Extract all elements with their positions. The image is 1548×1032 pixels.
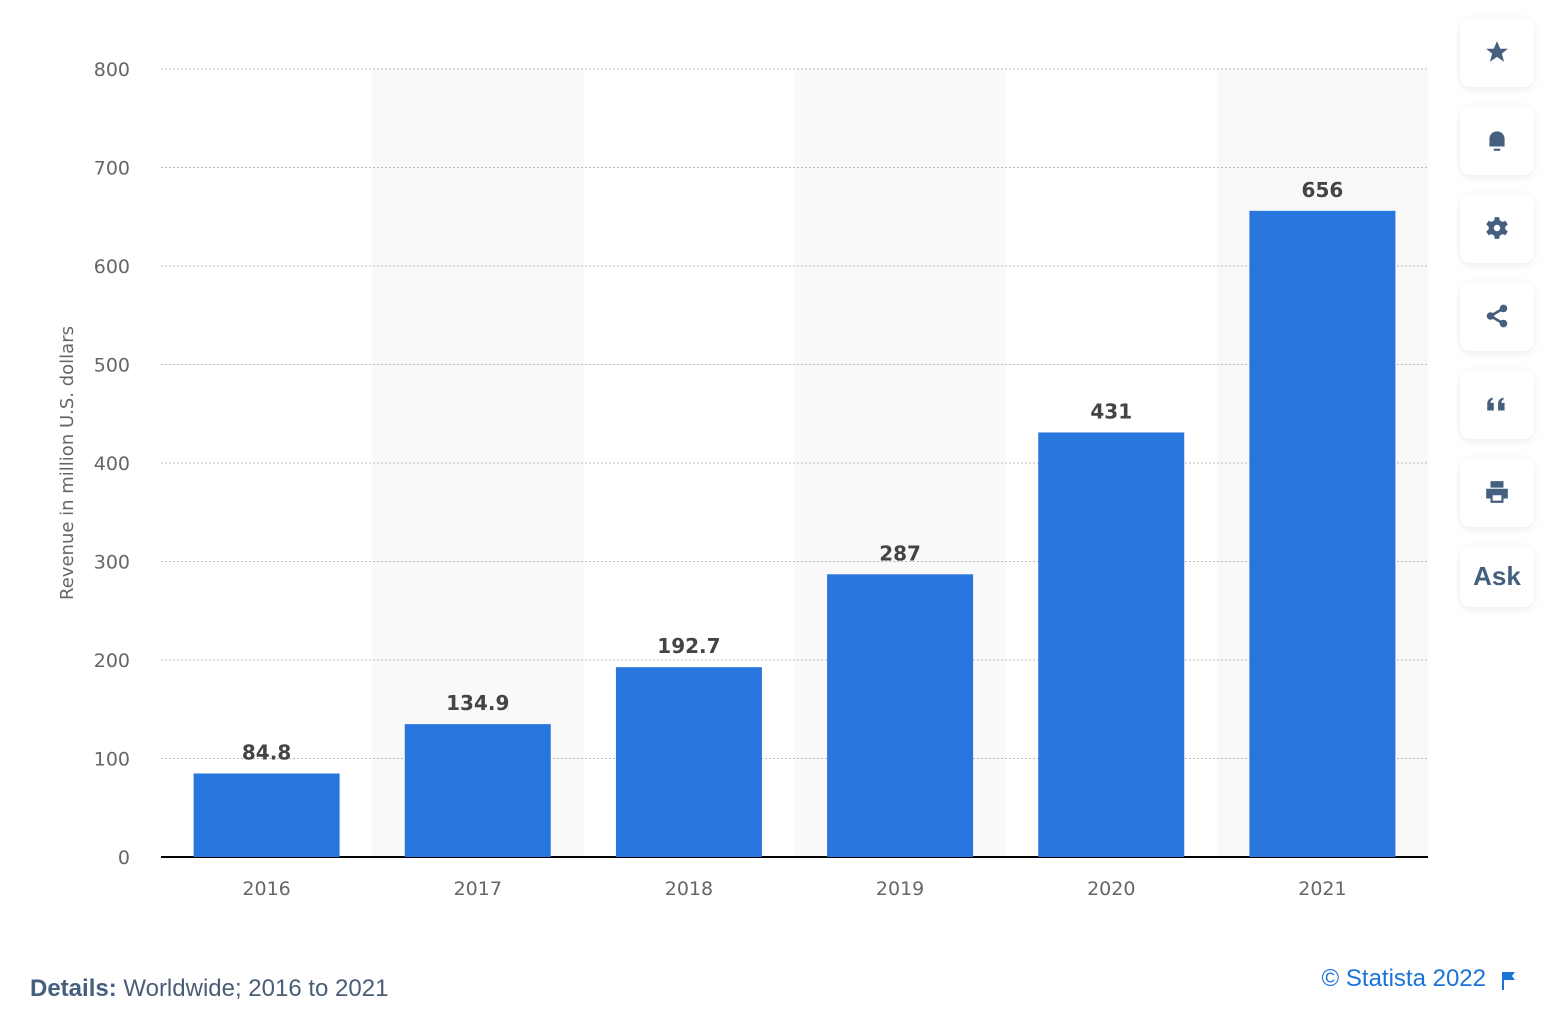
- cite-button[interactable]: [1460, 369, 1534, 439]
- data-label: 192.7: [657, 634, 720, 658]
- x-tick-label: 2019: [876, 878, 924, 900]
- x-tick-label: 2021: [1298, 878, 1346, 900]
- print-icon: [1486, 481, 1508, 503]
- bar-2017: [404, 724, 551, 857]
- data-label: 84.8: [242, 740, 291, 764]
- y-tick-label: 400: [94, 453, 130, 475]
- quote-icon: [1487, 397, 1505, 411]
- x-tick-label: 2016: [242, 878, 290, 900]
- bar-chart: 0 100 200 300 400 500 600 700 800 84.8 2016 134.9 20…: [57, 59, 1428, 900]
- x-tick-label: 2020: [1087, 878, 1135, 900]
- y-tick-label: 100: [94, 749, 130, 771]
- bar-2020: [1038, 432, 1185, 857]
- ask-button[interactable]: Ask: [1460, 545, 1534, 607]
- star-icon: [1486, 41, 1508, 62]
- y-tick-label: 800: [94, 59, 130, 81]
- data-label: 431: [1090, 399, 1132, 423]
- data-label: 656: [1302, 178, 1344, 202]
- favorite-button[interactable]: [1460, 17, 1534, 87]
- flag-icon[interactable]: [1500, 970, 1518, 992]
- y-axis-label: Revenue in million U.S. dollars: [57, 326, 78, 600]
- data-label: 134.9: [446, 691, 509, 715]
- y-tick-label: 0: [118, 847, 130, 869]
- share-button[interactable]: [1460, 281, 1534, 351]
- bar-2018: [615, 667, 762, 857]
- y-tick-label: 200: [94, 650, 130, 672]
- details-text: Details: Worldwide; 2016 to 2021: [30, 975, 388, 1003]
- bar-2016: [193, 773, 340, 857]
- y-tick-label: 700: [94, 158, 130, 180]
- statista-credit-link[interactable]: © Statista 2022: [1321, 965, 1486, 992]
- y-tick-label: 500: [94, 355, 130, 377]
- bar-2021: [1249, 210, 1396, 858]
- y-tick-label: 600: [94, 256, 130, 278]
- data-label: 287: [879, 541, 921, 565]
- x-tick-label: 2018: [665, 878, 713, 900]
- print-button[interactable]: [1460, 457, 1534, 527]
- gear-icon: [1486, 217, 1508, 239]
- settings-button[interactable]: [1460, 193, 1534, 263]
- bar-2019: [827, 574, 974, 857]
- notification-button[interactable]: [1460, 105, 1534, 175]
- ask-label: Ask: [1473, 560, 1521, 591]
- details-value: Worldwide; 2016 to 2021: [123, 975, 389, 1002]
- x-tick-label: 2017: [454, 878, 502, 900]
- y-tick-label: 300: [94, 552, 130, 574]
- share-icon: [1486, 304, 1508, 328]
- details-label: Details:: [30, 975, 117, 1002]
- bell-icon: [1489, 131, 1505, 151]
